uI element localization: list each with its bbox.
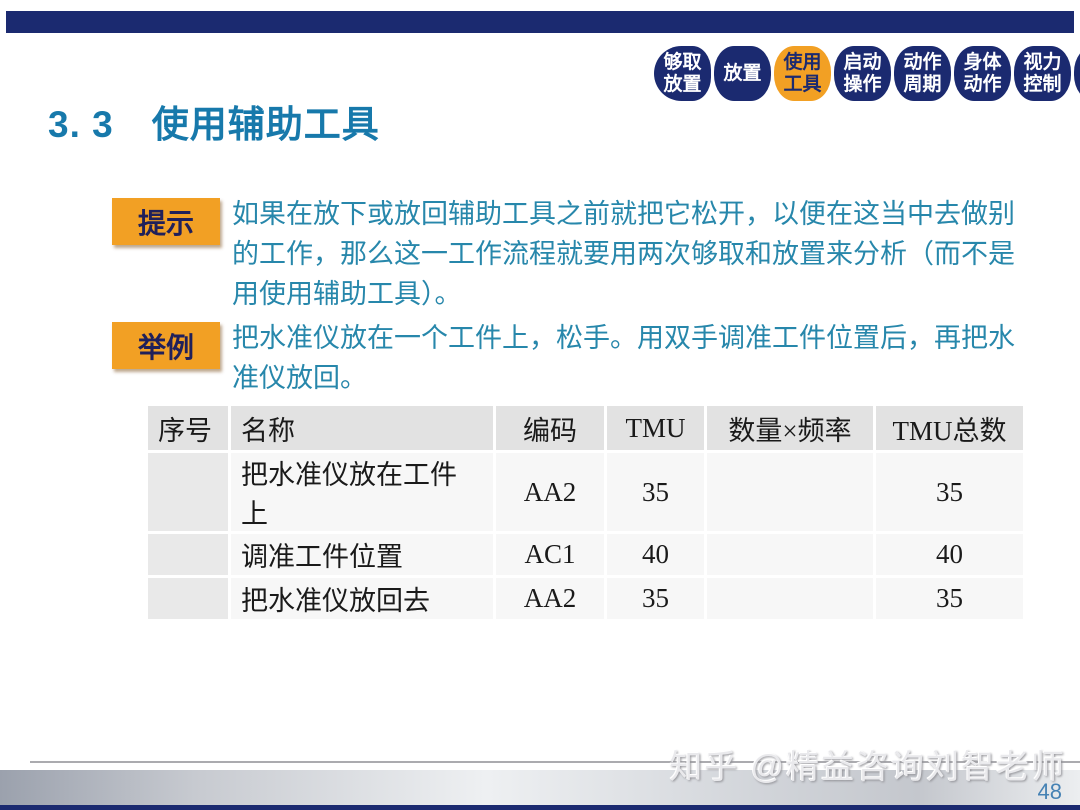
table-header-row: 序号 名称 编码 TMU 数量×频率 TMU总数 (148, 406, 1023, 450)
cell-qty-freq (707, 534, 873, 575)
page-title: 3. 3 使用辅助工具 (48, 94, 380, 148)
cell-tmu: 40 (607, 534, 704, 575)
tab-label: 放置 (723, 62, 762, 84)
tmu-analysis-table: 序号 名称 编码 TMU 数量×频率 TMU总数 把水准仪放在工件上 AA2 3… (145, 403, 1026, 622)
cell-tmu: 35 (607, 578, 704, 619)
nav-tab-shili-kongzhi[interactable]: 视力 控制 (1014, 46, 1071, 101)
cell-code: AA2 (496, 453, 604, 531)
cell-code: AA2 (496, 578, 604, 619)
footer-divider-line (30, 761, 1080, 763)
tab-label: 放置 (663, 73, 702, 95)
cell-tmu: 35 (607, 453, 704, 531)
table-row: 调准工件位置 AC1 40 40 (148, 534, 1023, 575)
cell-index (148, 534, 228, 575)
tip-label-badge: 提示 (112, 198, 220, 245)
cell-name: 调准工件位置 (231, 534, 493, 575)
tab-label: 周期 (903, 73, 942, 95)
tab-label: 够取 (663, 52, 702, 74)
section-number: 3. 3 (48, 104, 114, 145)
nav-tab-gouqu-fangzhi[interactable]: 够取 放置 (654, 46, 711, 101)
tab-label: 启动 (843, 52, 882, 74)
cell-index (148, 578, 228, 619)
nav-tab-strip: 够取 放置 放置 使用 工具 启动 操作 动作 周期 身体 动作 视力 控制 (654, 46, 1080, 101)
cell-qty-freq (707, 453, 873, 531)
cell-qty-freq (707, 578, 873, 619)
example-label-badge: 举例 (112, 322, 220, 369)
tab-label: 操作 (843, 73, 882, 95)
nav-tab-qidong-caozuo[interactable]: 启动 操作 (834, 46, 891, 101)
header-code: 编码 (496, 406, 604, 450)
header-index: 序号 (148, 406, 228, 450)
cell-name: 把水准仪放在工件上 (231, 453, 493, 531)
header-tmu: TMU (607, 406, 704, 450)
table-row: 把水准仪放回去 AA2 35 35 (148, 578, 1023, 619)
tab-label: 控制 (1023, 73, 1062, 95)
cell-code: AC1 (496, 534, 604, 575)
header-qty-freq: 数量×频率 (707, 406, 873, 450)
header-name: 名称 (231, 406, 493, 450)
tip-paragraph: 如果在放下或放回辅助工具之前就把它松开，以便在这当中去做别 的工作，那么这一工作… (232, 199, 1015, 309)
table-row: 把水准仪放在工件上 AA2 35 35 (148, 453, 1023, 531)
example-paragraph: 把水准仪放在一个工件上，松手。用双手调准工件位置后，再把水 准仪放回。 (232, 323, 1015, 393)
cell-index (148, 453, 228, 531)
footer-gradient-band (0, 770, 1080, 806)
nav-tab-dongzuo-zhouqi[interactable]: 动作 周期 (894, 46, 951, 101)
watermark-text: 知乎 @精益咨询刘智老师 (669, 748, 1066, 785)
nav-tab-clipped-stub (1074, 46, 1080, 101)
cell-name: 把水准仪放回去 (231, 578, 493, 619)
tab-label: 动作 (903, 52, 942, 74)
tab-label: 工具 (783, 73, 822, 95)
top-navy-bar (6, 11, 1074, 33)
cell-tmu-total: 35 (876, 453, 1023, 531)
cell-tmu-total: 40 (876, 534, 1023, 575)
nav-tab-fangzhi[interactable]: 放置 (714, 46, 771, 101)
tab-label: 动作 (963, 73, 1002, 95)
tab-label: 视力 (1023, 52, 1062, 74)
tab-label: 使用 (783, 52, 822, 74)
nav-tab-shenti-dongzuo[interactable]: 身体 动作 (954, 46, 1011, 101)
bottom-navy-bar (0, 805, 1080, 810)
section-title-text: 使用辅助工具 (151, 104, 380, 145)
cell-tmu-total: 35 (876, 578, 1023, 619)
tab-label: 身体 (963, 52, 1002, 74)
nav-tab-shiyong-gongju-active[interactable]: 使用 工具 (774, 46, 831, 101)
page-number: 48 (1037, 779, 1062, 804)
header-tmu-total: TMU总数 (876, 406, 1023, 450)
